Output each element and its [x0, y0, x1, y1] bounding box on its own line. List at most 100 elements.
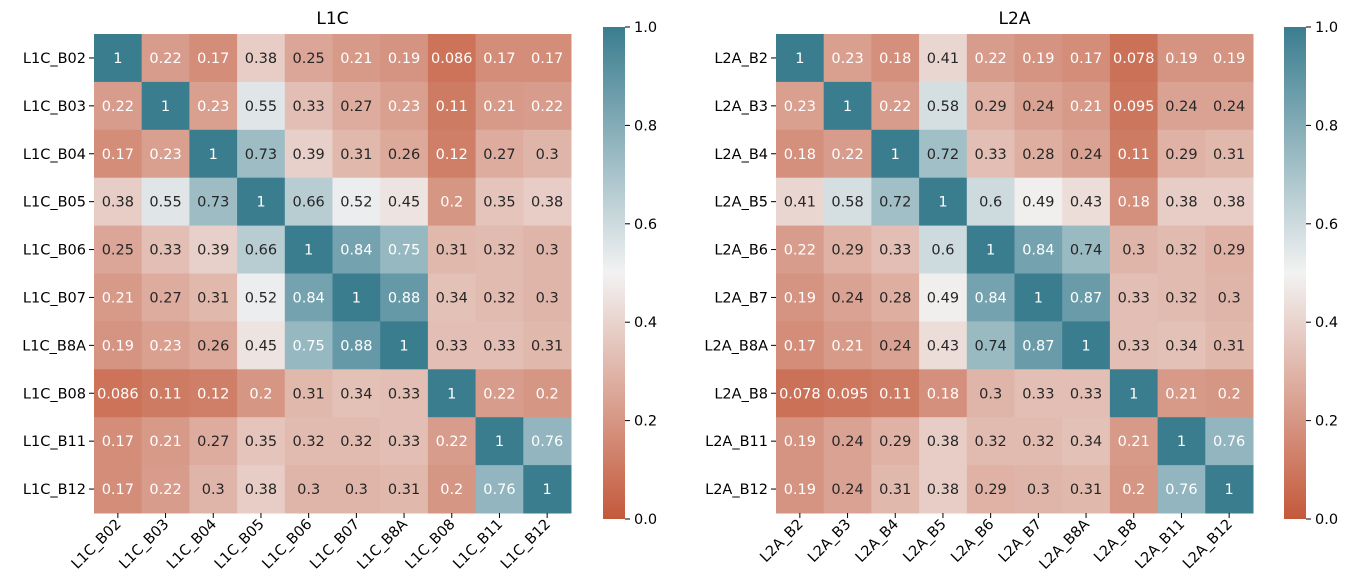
heatmap-cell [1014, 129, 1063, 179]
cell-value-label: 1 [938, 195, 947, 211]
heatmap-cell [284, 417, 333, 466]
heatmap-cell [284, 369, 333, 418]
heatmap-cell [966, 34, 1015, 83]
cell-value-label: 0.3 [1122, 243, 1145, 259]
heatmap-cell [776, 225, 825, 274]
heatmap-cell [189, 129, 238, 179]
cell-value-label: 0.76 [1213, 434, 1245, 450]
cell-value-label: 0.18 [879, 51, 911, 67]
cell-value-label: 0.66 [293, 195, 325, 211]
heatmap-cell [823, 81, 872, 131]
colorbar [1284, 27, 1306, 519]
x-tick-label: L2A_B7 [996, 517, 1045, 566]
y-tick-label: L2A_B4 [714, 147, 768, 163]
cell-value-label: 0.17 [531, 51, 563, 67]
heatmap-cell [1157, 129, 1206, 179]
cell-value-label: 1 [161, 99, 170, 115]
heatmap-cell [871, 417, 920, 466]
heatmap-cell [284, 225, 333, 274]
heatmap-cell [1062, 225, 1111, 274]
cell-value-label: 0.52 [340, 195, 372, 211]
heatmap-cell [966, 273, 1015, 322]
x-tick-label: L1C_B12 [498, 517, 554, 573]
cell-value-label: 0.17 [102, 434, 134, 450]
cell-value-label: 0.33 [388, 434, 420, 450]
heatmap-cell [1157, 177, 1206, 227]
cell-value-label: 0.38 [245, 482, 277, 498]
cell-value-label: 0.29 [1213, 243, 1245, 259]
cell-value-label: 0.11 [879, 386, 911, 402]
cell-value-label: 0.34 [340, 386, 372, 402]
cell-value-label: 0.38 [927, 434, 959, 450]
heatmap-cell [284, 273, 333, 322]
heatmap-cell [823, 273, 872, 322]
heatmap-cell [332, 81, 381, 131]
heatmap-cell [332, 129, 381, 179]
cell-value-label: 0.2 [1218, 386, 1241, 402]
cell-value-label: 0.25 [293, 51, 325, 67]
heatmap-cell [823, 34, 872, 83]
y-tick-label: L2A_B11 [705, 434, 768, 450]
heatmap-cell [1205, 321, 1254, 370]
heatmap-cell [189, 321, 238, 370]
cell-value-label: 0.22 [879, 99, 911, 115]
heatmap-cell [1205, 465, 1254, 514]
colorbar-tick-label: 0.8 [1315, 118, 1338, 134]
cell-value-label: 0.66 [245, 243, 277, 259]
cell-value-label: 0.095 [827, 386, 869, 402]
heatmap-cell [141, 273, 190, 322]
heatmap-cell [284, 129, 333, 179]
heatmap-cell [94, 34, 143, 83]
heatmap-cell [966, 369, 1015, 418]
cell-value-label: 0.84 [975, 290, 1007, 306]
heatmap-cell [189, 225, 238, 274]
heatmap-cell [475, 34, 524, 83]
cell-value-label: 0.21 [831, 338, 863, 354]
cell-value-label: 0.26 [388, 147, 420, 163]
heatmap-cell [871, 369, 920, 418]
cell-value-label: 0.84 [340, 243, 372, 259]
y-tick-label: L2A_B3 [714, 99, 768, 115]
cell-value-label: 0.19 [784, 290, 816, 306]
cell-value-label: 0.2 [249, 386, 272, 402]
cell-value-label: 0.22 [784, 243, 816, 259]
heatmap-cell [1014, 417, 1063, 466]
heatmap-cell [1014, 465, 1063, 514]
heatmap-cell [1205, 225, 1254, 274]
heatmap-cell [141, 369, 190, 418]
heatmap-cell [427, 177, 477, 227]
x-tick-label: L2A_B8 [1091, 517, 1140, 566]
cell-value-label: 0.76 [1165, 482, 1197, 498]
heatmap-cell [1014, 225, 1063, 274]
cell-value-label: 0.27 [483, 147, 515, 163]
cell-value-label: 0.39 [197, 243, 229, 259]
heatmap-cell [332, 225, 381, 274]
heatmap-cell [776, 321, 825, 370]
heatmap-cell [237, 273, 286, 322]
cell-value-label: 0.26 [197, 338, 229, 354]
cell-value-label: 0.33 [1118, 290, 1150, 306]
heatmap-cell [523, 225, 572, 274]
heatmap-cell [1109, 369, 1159, 418]
cell-value-label: 0.17 [1070, 51, 1102, 67]
cell-value-label: 0.41 [784, 195, 816, 211]
heatmap-cell [427, 273, 477, 322]
cell-value-label: 0.22 [483, 386, 515, 402]
heatmap-cell [427, 321, 477, 370]
heatmap-cell [427, 81, 477, 131]
cell-value-label: 0.3 [536, 243, 559, 259]
cell-value-label: 0.31 [879, 482, 911, 498]
cell-value-label: 0.38 [102, 195, 134, 211]
heatmap-cell [237, 225, 286, 274]
heatmap-cell [380, 177, 429, 227]
heatmap-cell [380, 129, 429, 179]
heatmap-cell [919, 129, 968, 179]
cell-value-label: 0.3 [202, 482, 225, 498]
heatmap-cell [1062, 129, 1111, 179]
cell-value-label: 0.32 [483, 290, 515, 306]
heatmap-cell [189, 465, 238, 514]
colorbar-tick-label: 0.4 [1315, 315, 1338, 331]
cell-value-label: 0.11 [1118, 147, 1150, 163]
heatmap-cell [380, 417, 429, 466]
